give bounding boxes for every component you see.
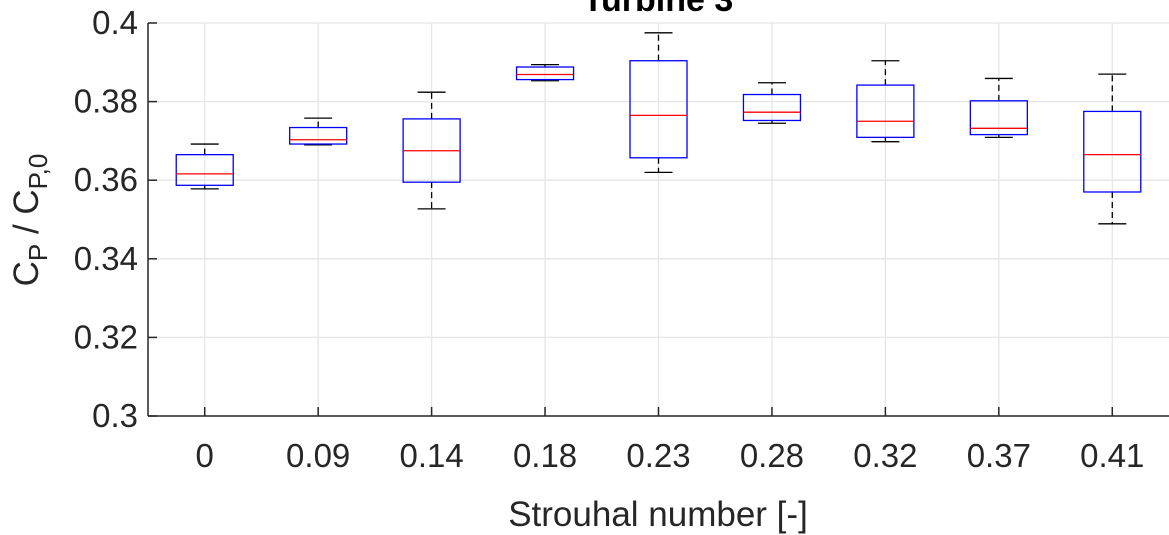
box-iqr (515, 66, 575, 81)
x-tick-label: 0.28 (740, 437, 804, 474)
y-tick-label: 0.34 (74, 240, 138, 277)
box-iqr (1083, 110, 1142, 193)
x-tick-label: 0.23 (626, 437, 690, 474)
y-tick-label: 0.32 (74, 318, 138, 355)
y-axis-title-main: C (7, 261, 46, 286)
x-tick-label: 0.32 (853, 437, 917, 474)
x-tick-label: 0.18 (513, 437, 577, 474)
box-iqr (856, 84, 915, 139)
x-tick-label: 0 (196, 437, 214, 474)
box-iqr (289, 126, 348, 145)
box-group (969, 77, 1028, 139)
box-group (175, 143, 234, 190)
box-group (742, 82, 802, 124)
y-axis-title-slash: / C (7, 189, 46, 243)
y-axis-title-sub2: P,0 (23, 154, 53, 190)
x-tick-label: 0.41 (1080, 437, 1144, 474)
x-tick-labels: 0 0.09 0.14 0.18 0.23 0.28 0.32 0.37 0.41 (196, 437, 1145, 474)
y-tick-labels: 0.3 0.32 0.34 0.36 0.38 0.4 (74, 4, 138, 434)
chart-title: Turbine 3 (583, 0, 734, 19)
y-tick-label: 0.4 (92, 4, 138, 41)
x-axis-title: Strouhal number [-] (508, 495, 808, 534)
box-iqr (969, 100, 1028, 136)
boxes-layer (175, 32, 1142, 225)
x-tick-label: 0.37 (967, 437, 1031, 474)
box-iqr (742, 93, 802, 122)
box-group (402, 91, 461, 210)
box-iqr (629, 60, 688, 159)
grid-lines (148, 22, 1169, 417)
box-group (289, 117, 348, 146)
x-tick-label: 0.09 (286, 437, 350, 474)
box-group (515, 64, 575, 82)
y-tick-label: 0.3 (92, 397, 138, 434)
y-tick-label: 0.36 (74, 161, 138, 198)
box-iqr (175, 154, 234, 186)
y-tick-label: 0.38 (74, 83, 138, 120)
axes (147, 22, 1169, 417)
y-axis-title: CP / CP,0 (7, 154, 53, 287)
box-group (856, 60, 915, 143)
box-group (1083, 73, 1142, 225)
x-tick-label: 0.14 (399, 437, 463, 474)
y-axis-title-sub1: P (23, 244, 53, 261)
box-group (629, 32, 688, 173)
